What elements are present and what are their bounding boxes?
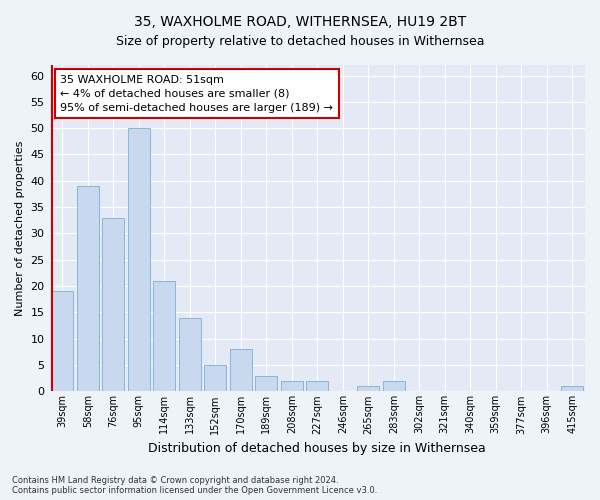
Bar — [562, 386, 583, 392]
Bar — [358, 386, 379, 392]
Y-axis label: Number of detached properties: Number of detached properties — [15, 140, 25, 316]
Bar — [77, 186, 98, 392]
Text: 35, WAXHOLME ROAD, WITHERNSEA, HU19 2BT: 35, WAXHOLME ROAD, WITHERNSEA, HU19 2BT — [134, 15, 466, 29]
Bar — [383, 381, 404, 392]
Bar — [205, 365, 226, 392]
Bar — [128, 128, 149, 392]
Bar — [103, 218, 124, 392]
Bar — [154, 281, 175, 392]
Bar — [281, 381, 302, 392]
Bar — [179, 318, 200, 392]
Text: Size of property relative to detached houses in Withernsea: Size of property relative to detached ho… — [116, 35, 484, 48]
Bar — [307, 381, 328, 392]
Bar — [52, 292, 73, 392]
Text: Contains HM Land Registry data © Crown copyright and database right 2024.
Contai: Contains HM Land Registry data © Crown c… — [12, 476, 377, 495]
X-axis label: Distribution of detached houses by size in Withernsea: Distribution of detached houses by size … — [148, 442, 486, 455]
Bar — [256, 376, 277, 392]
Text: 35 WAXHOLME ROAD: 51sqm
← 4% of detached houses are smaller (8)
95% of semi-deta: 35 WAXHOLME ROAD: 51sqm ← 4% of detached… — [60, 75, 333, 113]
Bar — [230, 350, 251, 392]
